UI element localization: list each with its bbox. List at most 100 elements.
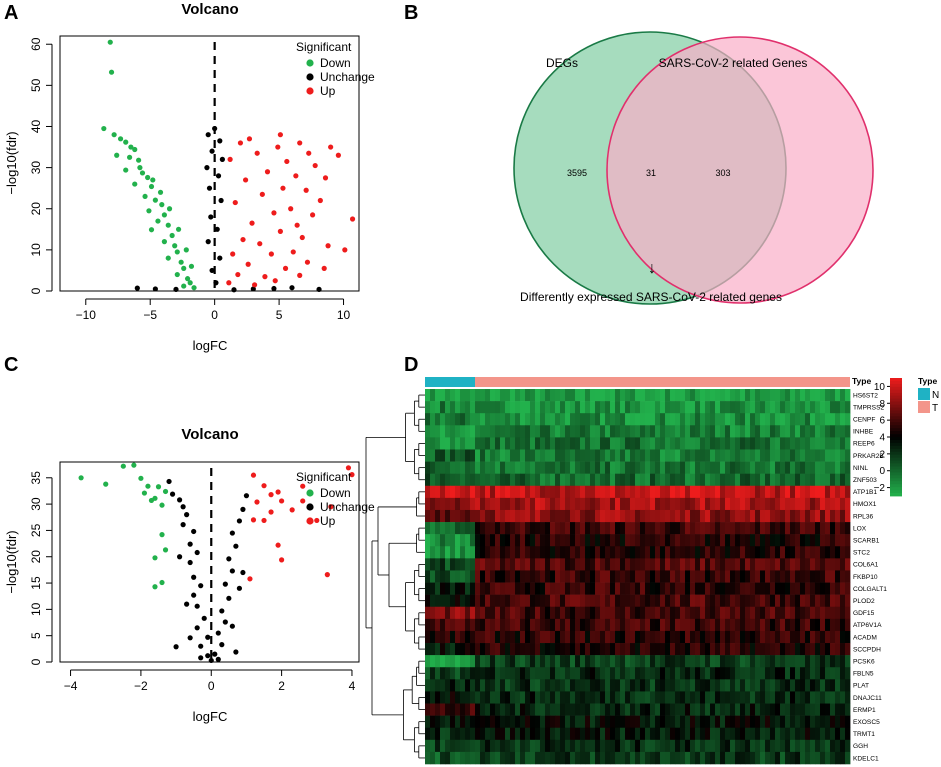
heatmap-cell xyxy=(775,546,781,559)
heatmap-cell xyxy=(585,679,591,692)
heatmap-cell xyxy=(830,679,836,692)
heatmap-cell xyxy=(560,582,566,595)
heatmap-cell xyxy=(655,425,661,438)
x-axis: −4 −2 0 2 4 xyxy=(64,669,356,693)
heatmap-cell xyxy=(605,558,611,571)
heatmap-cell xyxy=(435,655,441,668)
heatmap-cell xyxy=(645,751,651,765)
data-point-up xyxy=(275,144,281,150)
heatmap-cell xyxy=(685,582,691,595)
heatmap-cell xyxy=(680,389,686,402)
heatmap-cell xyxy=(425,667,431,680)
heatmap-cell xyxy=(635,703,641,716)
heatmap-cell xyxy=(700,594,706,608)
heatmap-cell xyxy=(565,413,571,426)
gene-label: FBLN5 xyxy=(853,671,874,678)
heatmap-cell xyxy=(550,570,556,583)
heatmap-cell xyxy=(590,751,596,765)
heatmap-cell xyxy=(425,546,431,559)
heatmap-cell xyxy=(770,655,776,668)
heatmap-cell xyxy=(730,594,736,608)
heatmap-cell xyxy=(640,739,646,753)
heatmap-cell xyxy=(675,534,681,547)
heatmap-cell xyxy=(440,437,446,450)
heatmap-cell xyxy=(475,582,481,595)
heatmap-cell xyxy=(715,389,721,402)
heatmap-cell xyxy=(660,534,666,547)
heatmap-cell xyxy=(435,667,441,680)
heatmap-cell xyxy=(575,461,581,474)
heatmap-cell xyxy=(760,582,766,595)
heatmap-cell xyxy=(520,534,526,547)
heatmap-cell xyxy=(575,546,581,559)
heatmap-cell xyxy=(425,401,431,414)
heatmap-cell xyxy=(605,425,611,438)
heatmap-cell xyxy=(625,618,631,632)
heatmap-cell xyxy=(725,497,731,511)
heatmap-cell xyxy=(515,594,521,608)
heatmap-cell xyxy=(650,473,656,487)
heatmap-cell xyxy=(490,437,496,450)
heatmap-cell xyxy=(500,630,506,644)
heatmap-cell xyxy=(810,703,816,716)
scatter-points xyxy=(78,462,355,664)
heatmap-cell xyxy=(435,727,441,741)
type-legend-swatch-n xyxy=(918,388,930,400)
heatmap-cell xyxy=(690,534,696,547)
heatmap-cell xyxy=(815,643,821,656)
heatmap-cell xyxy=(735,401,741,414)
heatmap-cell xyxy=(670,751,676,765)
heatmap-cell xyxy=(505,667,511,680)
heatmap-cell xyxy=(815,739,821,753)
heatmap-cell xyxy=(640,630,646,644)
heatmap-cell xyxy=(525,461,531,474)
heatmap-cell xyxy=(590,667,596,680)
data-point-down xyxy=(111,132,117,138)
heatmap-cell xyxy=(560,643,566,656)
heatmap-cell xyxy=(675,715,681,729)
heatmap-cell xyxy=(545,389,551,402)
colorbar-step xyxy=(890,378,902,382)
heatmap-cell xyxy=(505,582,511,595)
heatmap-cell xyxy=(495,485,501,499)
heatmap-cell xyxy=(445,522,451,535)
heatmap-cell xyxy=(670,437,676,450)
heatmap-cell xyxy=(730,667,736,680)
heatmap-cell xyxy=(785,703,791,716)
heatmap-cell xyxy=(610,413,616,426)
heatmap-cell xyxy=(545,413,551,426)
heatmap-cell xyxy=(810,497,816,511)
colorbar-step xyxy=(890,469,902,473)
heatmap-cell xyxy=(840,630,846,644)
heatmap-cell xyxy=(515,570,521,583)
heatmap-cell xyxy=(760,497,766,511)
heatmap-cell xyxy=(720,727,726,741)
heatmap-cell xyxy=(550,715,556,729)
heatmap-cell xyxy=(660,546,666,559)
heatmap-cell xyxy=(485,715,491,729)
heatmap-cell xyxy=(670,606,676,620)
heatmap-cell xyxy=(485,473,491,487)
heatmap-cell xyxy=(795,667,801,680)
heatmap-cell xyxy=(540,727,546,741)
heatmap-cell xyxy=(710,691,716,704)
heatmap-cell xyxy=(740,413,746,426)
heatmap-cell xyxy=(545,437,551,450)
heatmap-cell xyxy=(530,703,536,716)
heatmap-cell xyxy=(650,655,656,668)
heatmap-cell xyxy=(500,389,506,402)
heatmap-cell xyxy=(735,497,741,511)
heatmap-cell xyxy=(425,389,431,402)
data-point-down xyxy=(159,532,165,538)
heatmap-cell xyxy=(795,630,801,644)
heatmap-cell xyxy=(670,534,676,547)
heatmap-cell xyxy=(785,582,791,595)
heatmap-cell xyxy=(775,727,781,741)
heatmap-cell xyxy=(710,594,716,608)
heatmap-cell xyxy=(715,751,721,765)
heatmap-cell xyxy=(445,449,451,462)
heatmap-cell xyxy=(845,739,851,753)
plot-frame xyxy=(59,35,360,292)
heatmap-cell xyxy=(690,606,696,620)
heatmap-cell xyxy=(450,401,456,414)
